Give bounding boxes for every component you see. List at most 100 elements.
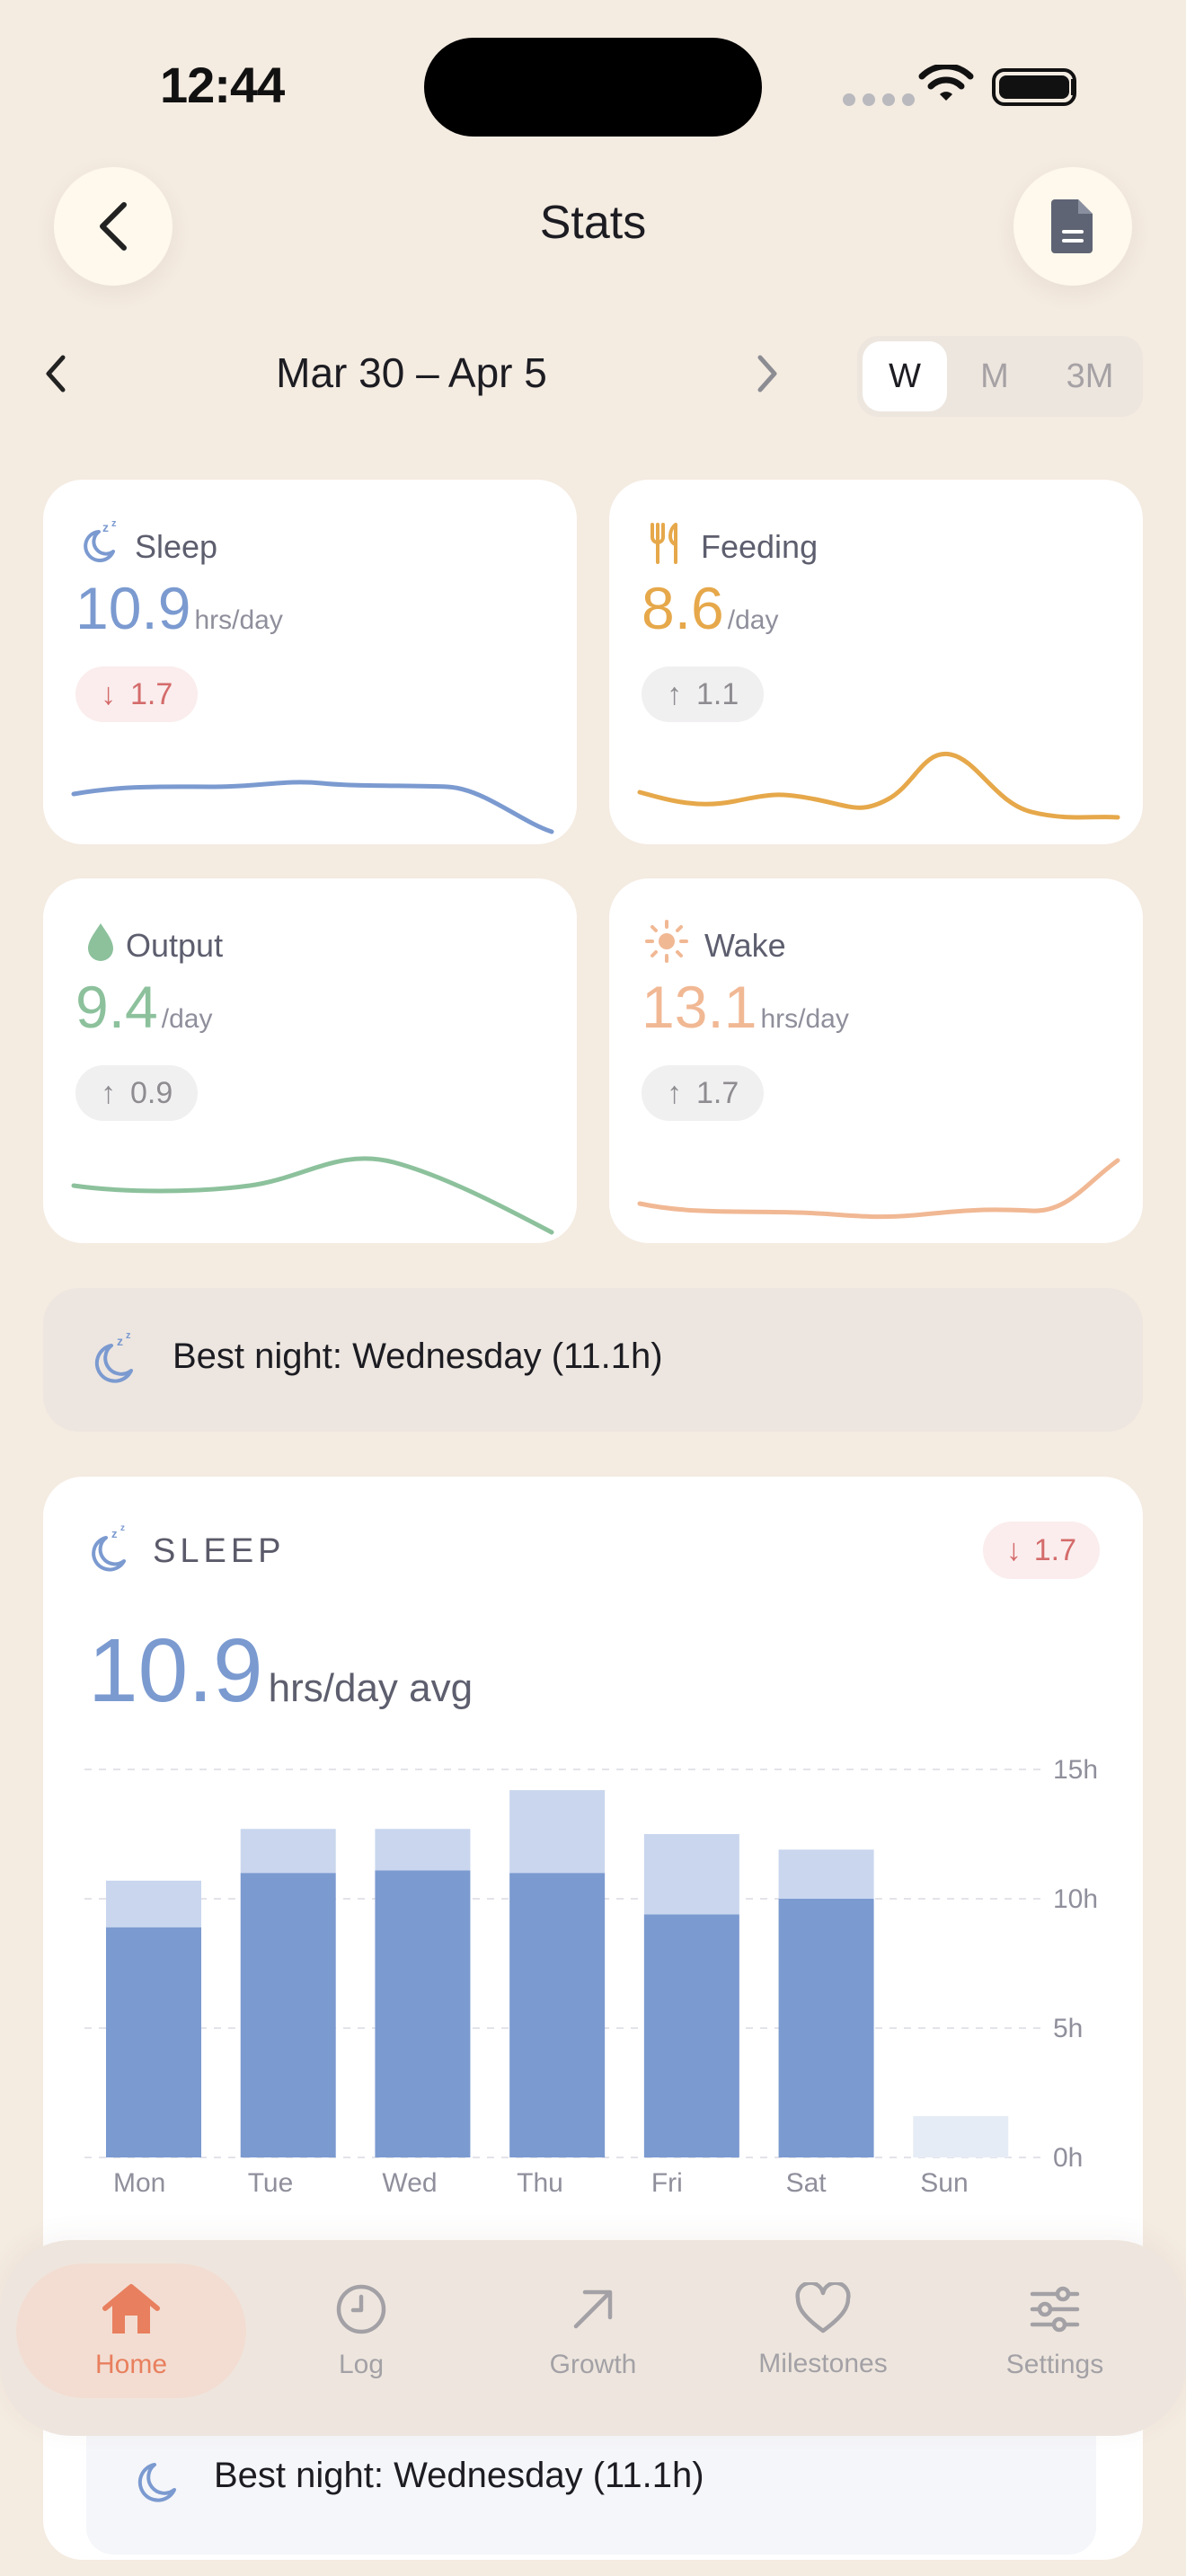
next-week-button[interactable] [751,348,783,399]
date-range: Mar 30 – Apr 5 [276,349,547,396]
period-selector: W M 3M [857,336,1143,417]
bar-sleep[interactable] [778,1899,874,2157]
period-week-tab[interactable]: W [863,341,947,411]
x-tick-label: Sat [786,2168,828,2198]
best-night-banner: z z Best night: Wednesday (11.1h) [43,1288,1143,1432]
stat-delta-badge: ↑ 1.7 [642,1065,765,1121]
stat-delta-badge: ↑ 1.1 [642,666,765,722]
stat-label: Wake [704,927,786,964]
droplet-icon [88,923,113,961]
sleep-moon-icon: z z [84,518,117,562]
svg-text:z: z [120,1523,125,1533]
period-month-tab[interactable]: M [980,357,1009,395]
stat-value: 10.9 hrs/day [75,575,283,641]
tab-label: Settings [1005,2350,1104,2379]
period-3month-tab[interactable]: 3M [1066,357,1114,395]
bar-extra[interactable] [913,2115,1009,2157]
stat-label: Feeding [701,528,819,565]
tab-log[interactable]: Log [246,2263,476,2398]
tab-growth[interactable]: Growth [478,2263,708,2398]
arrow-down-icon: ↓ [101,676,116,711]
bar-extra[interactable] [509,1790,606,1874]
status-time: 12:44 [160,57,285,113]
tab-label: Log [338,2350,385,2379]
tab-milestones[interactable]: Milestones [708,2263,938,2398]
tab-settings[interactable]: Settings [940,2263,1170,2398]
stat-value: 9.4/day [75,974,213,1040]
arrow-up-right-icon [573,2289,613,2329]
bar-sleep[interactable] [509,1873,606,2157]
page-title: Stats [539,197,647,249]
x-tick-label: Tue [248,2168,294,2198]
output-sparkline [71,1156,554,1235]
svg-text:z: z [111,1527,118,1540]
x-tick-label: Sun [920,2168,968,2198]
best-night-text: Best night: Wednesday (11.1h) [173,1337,663,1376]
bar-extra[interactable] [778,1849,874,1899]
battery-tip [1071,79,1076,95]
stat-label: Sleep [135,528,218,565]
sleep-bar-chart: 0h 5h 10h 15h Mon Tue Wed Thu Fri Sat Sun [84,1755,1098,2198]
stat-delta-badge: ↑ 0.9 [75,1065,199,1121]
stat-delta-badge: ↓ 1.7 [75,666,199,722]
bar-extra[interactable] [643,1834,739,1915]
wake-stat-card[interactable]: Wake 13.1 hrs/day ↑ 1.7 [609,878,1143,1243]
signal-dots-icon [843,93,915,106]
feeding-sparkline [637,751,1120,820]
dynamic-island [424,38,762,137]
arrow-up-icon: ↑ [667,676,682,711]
bar-extra[interactable] [240,1829,336,1874]
best-night-text: Best night: Wednesday (11.1h) [214,2456,704,2495]
feeding-stat-card[interactable]: Feeding 8.6/day ↑ 1.1 [609,480,1143,844]
svg-text:z: z [102,520,109,534]
report-button[interactable] [1013,167,1132,286]
y-tick-label: 15h [1053,1755,1098,1785]
stat-value: 13.1 hrs/day [642,974,849,1040]
y-tick-label: 10h [1053,1884,1098,1914]
tab-label: Home [94,2350,168,2379]
sleep-delta-badge: ↓ 1.7 [982,1522,1100,1579]
arrow-up-icon: ↑ [667,1075,682,1110]
arrow-up-icon: ↑ [101,1075,116,1110]
output-stat-card[interactable]: Output 9.4/day ↑ 0.9 [43,878,577,1243]
bar-extra[interactable] [375,1829,471,1871]
sleep-moon-icon: z z [92,1523,126,1572]
arrow-down-icon: ↓ [1005,1532,1022,1567]
svg-text:z: z [126,1330,131,1341]
sleep-moon-icon [137,2463,176,2502]
x-tick-label: Fri [651,2168,683,2198]
sleep-average-value: 10.9 hrs/day avg [88,1620,474,1721]
bar-sleep[interactable] [106,1927,201,2157]
home-icon [102,2284,160,2333]
sleep-sparkline [71,780,554,834]
bar-extra[interactable] [106,1880,201,1928]
chevron-left-icon [100,202,127,251]
sleep-card-title: SLEEP [153,1532,286,1570]
y-tick-label: 0h [1053,2143,1083,2173]
tab-bar: Home Log Growth Milestones Settings [0,2240,1186,2436]
heart-icon [795,2282,851,2333]
svg-text:z: z [117,1334,123,1348]
x-tick-label: Thu [517,2168,563,2198]
x-tick-label: Wed [382,2168,437,2198]
sleep-stat-card[interactable]: z z Sleep 10.9 hrs/day ↓ 1.7 [43,480,577,844]
bar-sleep[interactable] [643,1914,739,2157]
tab-label: Growth [549,2350,637,2379]
x-tick-label: Mon [113,2168,165,2198]
clock-icon [336,2284,386,2334]
document-icon [1051,199,1093,253]
battery-icon [992,68,1076,106]
utensils-icon [651,523,677,564]
wifi-icon [918,65,974,101]
tab-label: Milestones [758,2349,888,2378]
sleep-moon-icon: z z [94,1330,133,1383]
stat-value: 8.6/day [642,575,779,641]
previous-week-button[interactable] [40,348,72,399]
bar-sleep[interactable] [240,1873,336,2157]
svg-text:z: z [111,518,117,529]
sun-icon [645,920,688,963]
bar-sleep[interactable] [375,1870,471,2157]
wake-sparkline [637,1158,1120,1220]
tab-home[interactable]: Home [16,2263,246,2398]
back-button[interactable] [54,167,173,286]
